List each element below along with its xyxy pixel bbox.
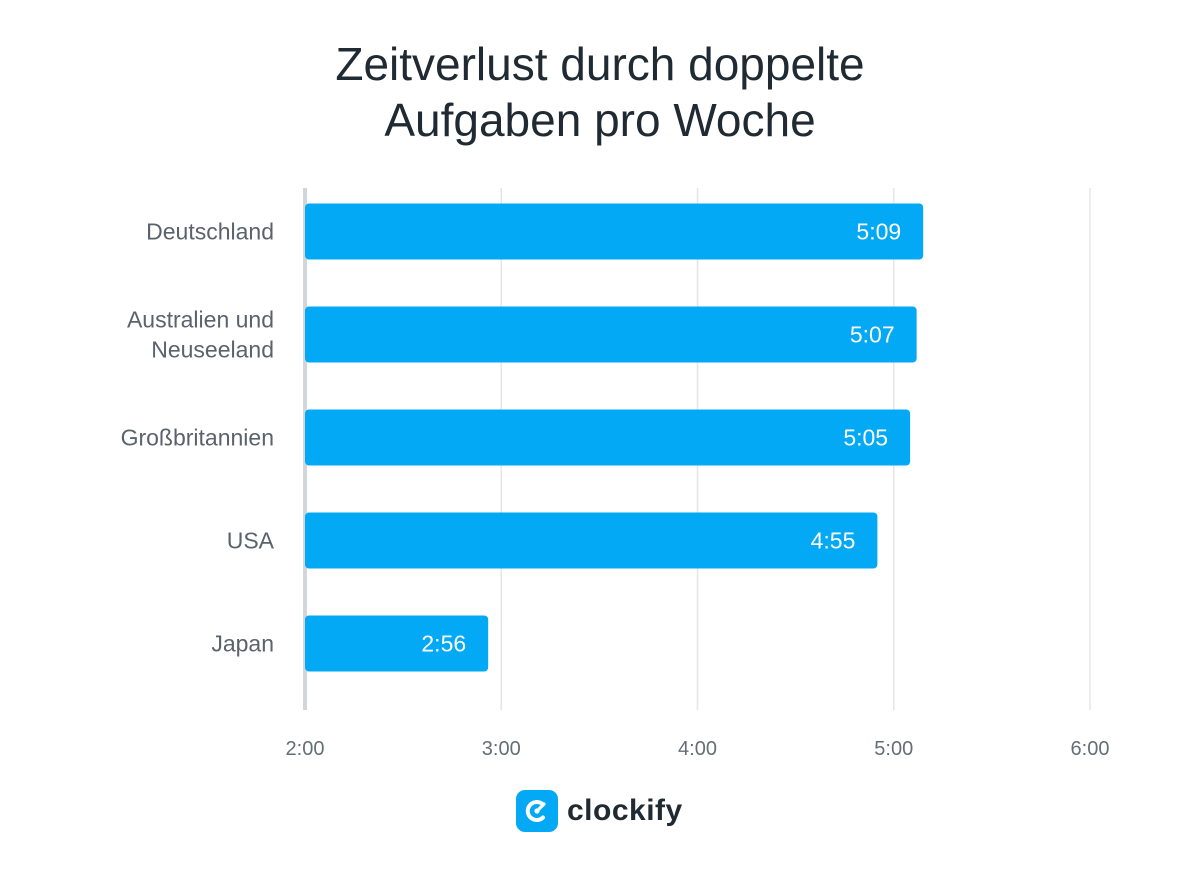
x-tick-label: 3:00 xyxy=(482,738,521,760)
chart-title: Zeitverlust durch doppelte Aufgaben pro … xyxy=(0,36,1200,148)
x-tick-label: 6:00 xyxy=(1071,738,1110,760)
chart-title-line-1: Zeitverlust durch doppelte xyxy=(335,38,865,90)
category-label: Neuseeland xyxy=(151,337,274,363)
brand-logo: clockify xyxy=(516,790,683,832)
category-label: Großbritannien xyxy=(121,425,274,451)
bar xyxy=(305,409,911,466)
chart-title-line-2: Aufgaben pro Woche xyxy=(384,94,816,146)
x-tick-label: 5:00 xyxy=(874,738,913,760)
bar xyxy=(305,306,917,363)
bar xyxy=(305,203,924,260)
data-label: 5:09 xyxy=(856,219,901,245)
category-label: Australien und xyxy=(127,307,274,333)
data-label: 4:55 xyxy=(811,528,856,554)
bar xyxy=(305,615,489,672)
category-label: USA xyxy=(227,528,275,554)
data-label: 5:07 xyxy=(850,322,895,348)
clockify-logo-icon xyxy=(516,790,558,832)
data-label: 5:05 xyxy=(843,425,888,451)
bar xyxy=(305,512,878,569)
category-label: Japan xyxy=(211,631,274,657)
brand-name: clockify xyxy=(567,794,683,827)
x-tick-label: 2:00 xyxy=(286,738,325,760)
x-tick-label: 4:00 xyxy=(678,738,717,760)
data-label: 2:56 xyxy=(421,631,466,657)
category-label: Deutschland xyxy=(146,219,274,245)
